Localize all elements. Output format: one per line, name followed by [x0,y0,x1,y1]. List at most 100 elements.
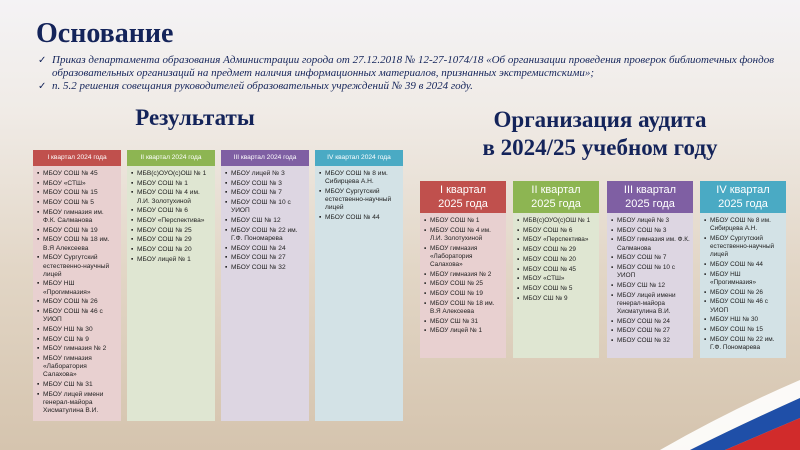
school-item: МБОУ СОШ № 22 им. Г.Ф. Пономарева [704,336,783,352]
quarter-header: IV квартал 2024 года [315,150,403,166]
school-item: МБОУ СОШ № 22 им. Г.Ф. Пономарева [225,227,306,243]
school-item: МБОУ «Перспектива» [131,217,212,225]
russian-flag-ribbon-icon [660,380,800,450]
school-item: МБВ(с)ОУО(с)ОШ № 1 [517,217,596,225]
school-item: МБОУ СОШ № 15 [37,189,118,197]
school-item: МБОУ гимназия им. Ф.К. Салманова [37,209,118,225]
school-item: МБОУ «СТШ» [37,180,118,188]
school-item: МБОУ СОШ № 4 им. Л.И. Золотухиной [424,227,503,243]
school-item: МБОУ Сургутский естественно-научный лице… [319,188,400,213]
school-item: МБОУ СШ № 12 [611,282,690,290]
school-item: МБОУ СОШ № 46 с УИОП [704,298,783,314]
audit-title-line: Организация аудита [493,107,707,132]
school-item: МБОУ СШ № 9 [517,295,596,303]
school-item: МБОУ лицей имени генерал-майора Хисматул… [37,391,118,416]
school-item: МБОУ СОШ № 24 [611,318,690,326]
school-item: МБОУ СОШ № 8 им. Сибирцева А.Н. [319,170,400,186]
school-item: МБОУ НШ № 30 [37,326,118,334]
quarter-header: III квартал 2024 года [221,150,309,166]
basis-list: Приказ департамента образования Админист… [38,54,796,93]
quarter-column: III квартал 2025 годаМБОУ лицей № 3МБОУ … [607,181,693,358]
school-item: МБВ(с)ОУО(с)ОШ № 1 [131,170,212,178]
quarter-column: II квартал 2025 годаМБВ(с)ОУО(с)ОШ № 1МБ… [513,181,599,358]
quarter-column: I квартал 2025 годаМБОУ СОШ № 1МБОУ СОШ … [420,181,506,358]
quarter-header: II квартал 2025 года [513,181,599,213]
school-item: МБОУ СОШ № 45 [37,170,118,178]
school-item: МБОУ СОШ № 1 [131,180,212,188]
school-item: МБОУ СШ № 12 [225,217,306,225]
school-list: МБОУ СОШ № 45 МБОУ «СТШ»МБОУ СОШ № 15 МБОУ… [33,166,121,421]
school-item: МБОУ СОШ № 6 [517,227,596,235]
school-item: МБОУ СОШ № 6 [131,207,212,215]
school-item: МБОУ СОШ № 26 [37,298,118,306]
school-list: МБОУ лицей № 3 МБОУ СОШ № 3МБОУ гимназия … [607,213,693,351]
school-item: МБОУ «Перспектива» [517,236,596,244]
school-item: МБОУ лицей имени генерал-майора Хисматул… [611,292,690,317]
school-item: МБОУ СОШ № 5 [37,199,118,207]
school-list: МБОУ лицей № 3 МБОУ СОШ № 3МБОУ СОШ № 7 МБ… [221,166,309,278]
school-item: МБОУ СШ № 31 [424,318,503,326]
school-list: МБВ(с)ОУО(с)ОШ № 1 МБОУ СОШ № 6МБОУ «Перс… [513,213,599,308]
school-item: МБОУ СОШ № 29 [131,236,212,244]
quarter-column: III квартал 2024 годаМБОУ лицей № 3МБОУ … [221,150,309,421]
school-item: МБОУ НШ № 30 [704,316,783,324]
school-item: МБОУ гимназия № 2 [424,271,503,279]
school-item: МБОУ СОШ № 29 [517,246,596,254]
school-item: МБОУ СОШ № 18 им. В.Я Алексеева [424,300,503,316]
school-item: МБОУ СОШ № 7 [225,189,306,197]
quarter-column: II квартал 2024 года МБВ(с)ОУО(с)ОШ № 1 МБ… [127,150,215,421]
school-list: МБВ(с)ОУО(с)ОШ № 1МБОУ СОШ № 1МБОУ СОШ №… [127,166,215,270]
quarter-column: IV квартал 2025 года МБОУ СОШ № 8 им. Сиб… [700,181,786,358]
school-item: МБОУ гимназия им. Ф.К. Салманова [611,236,690,252]
quarter-header: II квартал 2024 года [127,150,215,166]
school-item: МБОУ СОШ № 27 [611,327,690,335]
school-item: МБОУ СОШ № 45 [517,266,596,274]
school-item: МБОУ СОШ № 5 [517,285,596,293]
school-item: МБОУ гимназия № 2 [37,345,118,353]
school-item: МБОУ НШ «Прогимназия» [37,280,118,296]
school-item: МБОУ СОШ № 25 [424,280,503,288]
school-item: МБОУ СОШ № 8 им. Сибирцева А.Н. [704,217,783,233]
school-item: МБОУ гимназия «Лаборатория Салахова» [37,355,118,380]
school-item: МБОУ СОШ № 32 [225,264,306,272]
school-item: МБОУ СОШ № 20 [131,246,212,254]
audit-title-line: в 2024/25 учебном году [482,135,718,160]
school-item: МБОУ лицей № 1 [424,327,503,335]
school-item: МБОУ СОШ № 46 с УИОП [37,308,118,324]
school-item: МБОУ СОШ № 20 [517,256,596,264]
school-item: МБОУ СОШ № 7 [611,254,690,262]
school-item: МБОУ СОШ № 4 им. Л.И. Золотухиной [131,189,212,205]
quarter-header: IV квартал 2025 года [700,181,786,213]
school-item: МБОУ СОШ № 44 [704,261,783,269]
school-item: МБОУ СОШ № 27 [225,254,306,262]
school-item: МБОУ Сургутский естественно-научный лице… [704,235,783,260]
quarter-header: III квартал 2025 года [607,181,693,213]
school-item: МБОУ НШ «Прогимназия» [704,271,783,287]
quarter-header: I квартал 2025 года [420,181,506,213]
school-item: МБОУ СОШ № 44 [319,214,400,222]
quarter-column: IV квартал 2024 годаМБОУ СОШ № 8 им. Сиб… [315,150,403,421]
slide-title: Основание [36,18,174,49]
results-title: Результаты [135,105,255,130]
school-item: МБОУ СОШ № 3 [225,180,306,188]
school-item: МБОУ СОШ № 32 [611,337,690,345]
school-item: МБОУ СОШ № 24 [225,245,306,253]
school-item: МБОУ СОШ № 26 [704,289,783,297]
school-item: МБОУ СОШ № 1 [424,217,503,225]
school-item: МБОУ лицей № 3 [611,217,690,225]
school-item: МБОУ СОШ № 3 [611,227,690,235]
quarter-column: I квартал 2024 года МБОУ СОШ № 45 МБОУ «СТ… [33,150,121,421]
school-item: МБОУ СОШ № 19 [37,227,118,235]
basis-item: Приказ департамента образования Админист… [38,54,796,80]
school-item: МБОУ СШ № 31 [37,381,118,389]
school-item: МБОУ гимназия «Лаборатория Салахова» [424,245,503,270]
school-list: МБОУ СОШ № 8 им. Сибирцева А.Н. МБОУ Сург… [315,166,403,228]
school-list: МБОУ СОШ № 1 МБОУ СОШ № 4 им. Л.И. Золоту… [420,213,506,341]
school-item: МБОУ СОШ № 25 [131,227,212,235]
school-item: МБОУ СШ № 9 [37,336,118,344]
school-item: МБОУ лицей № 1 [131,256,212,264]
school-item: МБОУ СОШ № 19 [424,290,503,298]
school-item: МБОУ СОШ № 10 с УИОП [611,264,690,280]
school-item: МБОУ «СТШ» [517,275,596,283]
school-item: МБОУ Сургутский естественно-научный лице… [37,254,118,279]
